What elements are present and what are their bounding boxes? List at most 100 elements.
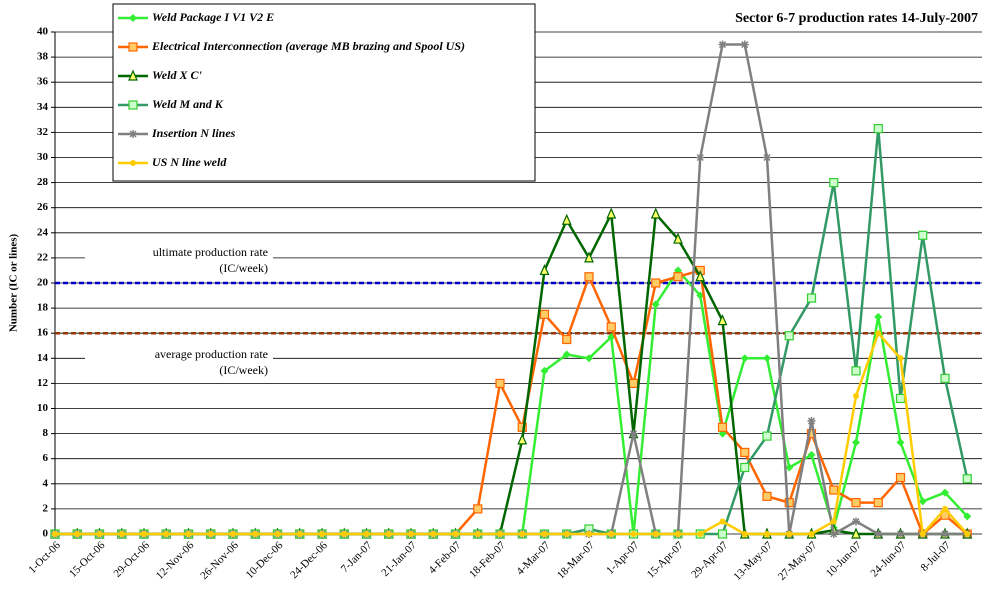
- marker: [452, 531, 459, 537]
- marker: [586, 531, 592, 537]
- chart-title: Sector 6-7 production rates 14-July-2007: [735, 11, 978, 26]
- marker: [274, 531, 281, 537]
- marker: [562, 350, 571, 359]
- marker: [563, 531, 570, 537]
- marker: [675, 531, 681, 537]
- marker: [784, 331, 794, 341]
- legend-label: Weld Package I V1 V2 E: [152, 10, 274, 24]
- x-tick-label: 26-Nov-06: [198, 539, 241, 582]
- marker: [740, 462, 750, 473]
- marker: [517, 433, 528, 445]
- marker: [829, 530, 838, 538]
- x-tick-label: 29-Apr-07: [689, 539, 731, 581]
- marker: [763, 354, 771, 363]
- x-tick-label: 8-Jul-07: [918, 539, 953, 574]
- marker: [717, 314, 728, 326]
- marker: [673, 232, 683, 244]
- marker: [561, 213, 572, 225]
- marker: [519, 531, 526, 537]
- marker: [562, 334, 572, 345]
- legend-label: US N line weld: [152, 155, 227, 169]
- marker: [873, 498, 883, 508]
- y-tick-label: 2: [43, 502, 49, 514]
- marker: [808, 531, 815, 537]
- marker: [385, 531, 392, 537]
- legend-label: Insertion N lines: [151, 126, 236, 140]
- marker: [673, 272, 683, 282]
- marker: [630, 531, 637, 537]
- y-tick-label: 28: [37, 176, 49, 188]
- y-tick-label: 8: [43, 427, 49, 439]
- x-tick-label: 21-Jan-07: [379, 539, 419, 579]
- marker: [942, 505, 948, 512]
- marker: [408, 531, 414, 537]
- y-tick-label: 26: [37, 201, 49, 213]
- marker: [128, 42, 138, 52]
- x-tick-label: 29-Oct-06: [111, 539, 152, 580]
- marker: [896, 530, 905, 538]
- marker: [851, 498, 861, 508]
- reference-label: ultimate production rate: [153, 245, 268, 259]
- x-tick-label: 1-Oct-06: [26, 539, 63, 576]
- marker: [652, 531, 659, 537]
- marker: [852, 438, 860, 447]
- x-tick-label: 24-Dec-06: [288, 539, 330, 581]
- marker: [918, 497, 927, 506]
- marker: [962, 474, 972, 484]
- marker: [719, 518, 726, 525]
- marker: [853, 392, 859, 399]
- x-tick-label: 12-Nov-06: [154, 539, 197, 582]
- marker: [606, 207, 617, 219]
- y-tick-label: 20: [37, 277, 49, 289]
- marker: [319, 531, 325, 537]
- marker: [430, 531, 437, 537]
- marker: [584, 251, 594, 263]
- marker: [539, 309, 550, 319]
- x-tick-label: 7-Jan-07: [339, 539, 375, 575]
- marker: [52, 531, 58, 537]
- reference-label: (IC/week): [219, 363, 268, 377]
- marker: [874, 530, 883, 538]
- marker: [895, 393, 906, 404]
- marker: [363, 531, 370, 537]
- marker: [851, 366, 861, 376]
- marker: [718, 40, 727, 49]
- marker: [629, 429, 638, 438]
- marker: [963, 512, 972, 521]
- marker: [762, 491, 772, 501]
- marker: [651, 300, 660, 309]
- marker: [919, 531, 926, 537]
- marker: [852, 517, 860, 526]
- marker: [628, 378, 639, 388]
- marker: [207, 531, 214, 537]
- y-tick-label: 0: [43, 528, 49, 540]
- marker: [185, 531, 192, 537]
- x-tick-label: 27-May-07: [776, 539, 820, 583]
- marker: [650, 207, 661, 219]
- marker: [875, 330, 882, 337]
- marker: [873, 124, 883, 134]
- y-tick-label: 16: [37, 327, 49, 339]
- marker: [740, 447, 750, 458]
- marker: [541, 531, 548, 537]
- marker: [296, 531, 303, 537]
- marker: [896, 438, 905, 447]
- y-tick-label: 4: [43, 477, 49, 489]
- marker: [763, 153, 771, 162]
- marker: [497, 531, 503, 537]
- label-background: [85, 347, 273, 382]
- marker: [829, 178, 839, 188]
- marker: [539, 263, 550, 276]
- marker: [129, 130, 137, 138]
- x-tick-label: 15-Oct-06: [67, 539, 108, 580]
- marker: [874, 312, 883, 321]
- marker: [584, 272, 594, 282]
- marker: [495, 378, 505, 388]
- marker: [717, 422, 728, 432]
- y-axis-label: Number (IC or lines): [8, 234, 20, 333]
- y-tick-label: 12: [37, 377, 49, 389]
- marker: [785, 463, 794, 472]
- y-tick-label: 22: [37, 251, 49, 263]
- marker: [941, 488, 949, 497]
- marker: [829, 485, 839, 495]
